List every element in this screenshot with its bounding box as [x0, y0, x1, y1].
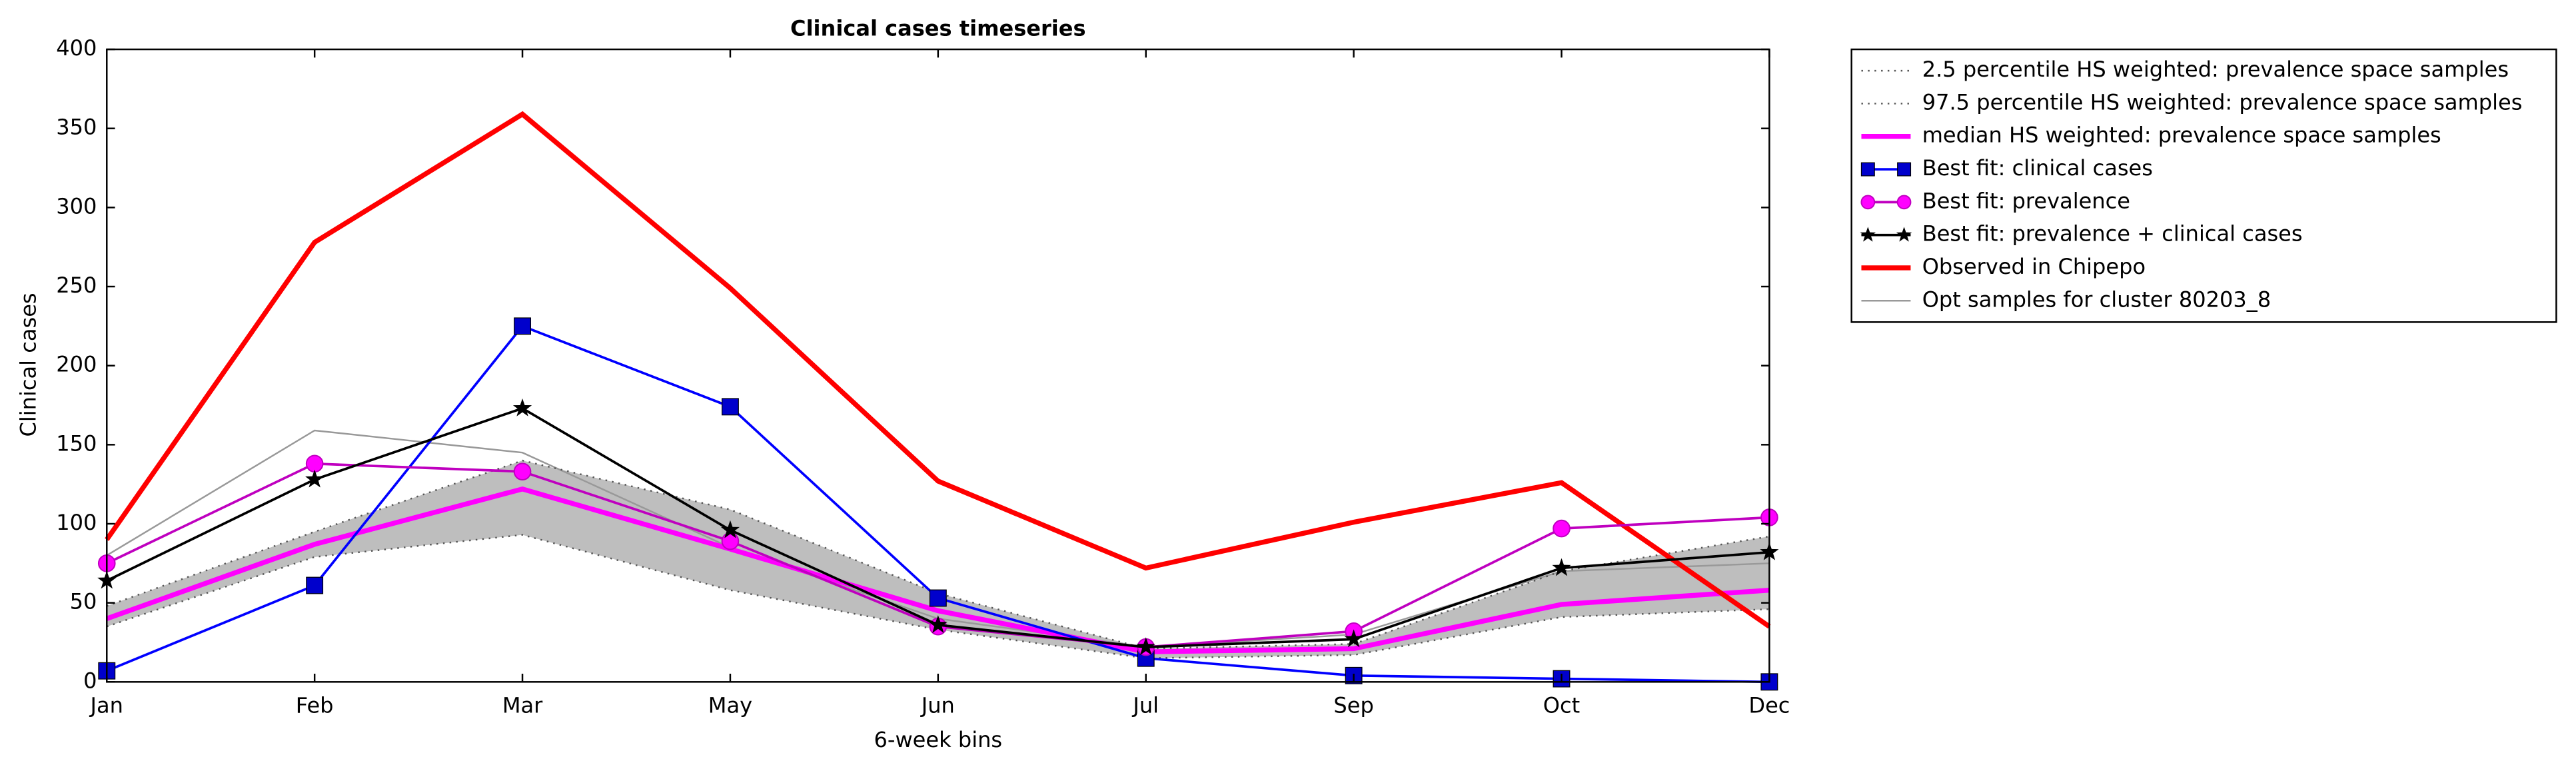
x-tick-label: Dec — [1748, 692, 1790, 718]
y-tick-label: 300 — [56, 193, 97, 219]
y-axis-label: Clinical cases — [15, 293, 41, 436]
legend-label: Best fit: prevalence — [1922, 188, 2130, 213]
y-tick-label: 0 — [83, 668, 97, 693]
legend: 2.5 percentile HS weighted: prevalence s… — [1850, 48, 2557, 323]
y-tick-label: 350 — [56, 115, 97, 140]
marker — [1553, 519, 1571, 538]
legend-label: Best fit: clinical cases — [1922, 155, 2153, 181]
marker — [720, 520, 740, 538]
x-tick-label: Jul — [1131, 692, 1159, 718]
marker — [721, 532, 740, 550]
marker — [512, 398, 532, 416]
x-tick-label: Oct — [1543, 692, 1580, 718]
y-tick-label: 50 — [70, 589, 97, 614]
x-tick-label: Feb — [296, 692, 334, 718]
marker — [1344, 629, 1363, 648]
marker — [1896, 195, 1912, 210]
legend-label: Opt samples for cluster 80203_8 — [1922, 287, 2271, 312]
marker — [1860, 195, 1876, 210]
marker — [1860, 227, 1876, 242]
x-tick-label: Jun — [920, 692, 955, 718]
legend-box — [1850, 48, 2557, 323]
series-line — [106, 486, 1770, 654]
marker — [1897, 162, 1912, 177]
x-tick-label: Jan — [89, 692, 123, 718]
marker — [305, 454, 324, 473]
series-line — [105, 111, 1771, 629]
y-tick-label: 250 — [56, 273, 97, 298]
marker — [1552, 558, 1571, 576]
marker — [1860, 162, 1875, 177]
x-tick-label: Sep — [1333, 692, 1373, 718]
legend-label: 97.5 percentile HS weighted: prevalence … — [1922, 89, 2523, 115]
marker — [929, 589, 947, 607]
y-tick-label: 400 — [56, 35, 97, 61]
marker — [305, 469, 324, 488]
marker — [928, 615, 948, 633]
marker — [1136, 637, 1155, 656]
legend-label: Observed in Chipepo — [1922, 254, 2146, 279]
marker — [513, 462, 532, 480]
marker — [721, 398, 739, 416]
y-tick-label: 150 — [56, 430, 97, 456]
y-tick-label: 100 — [56, 510, 97, 535]
chart-title: Clinical cases timeseries — [790, 15, 1086, 41]
legend-label: Best fit: prevalence + clinical cases — [1922, 221, 2303, 247]
y-tick-label: 200 — [56, 352, 97, 377]
x-axis-label: 6-week bins — [874, 727, 1003, 752]
marker — [306, 576, 324, 594]
marker — [514, 317, 531, 335]
marker — [1896, 227, 1912, 242]
x-tick-label: Mar — [502, 692, 543, 718]
x-tick-label: May — [708, 692, 752, 718]
legend-label: median HS weighted: prevalence space sam… — [1922, 123, 2441, 148]
percentile-band — [107, 460, 1770, 658]
legend-label: 2.5 percentile HS weighted: prevalence s… — [1922, 57, 2509, 82]
